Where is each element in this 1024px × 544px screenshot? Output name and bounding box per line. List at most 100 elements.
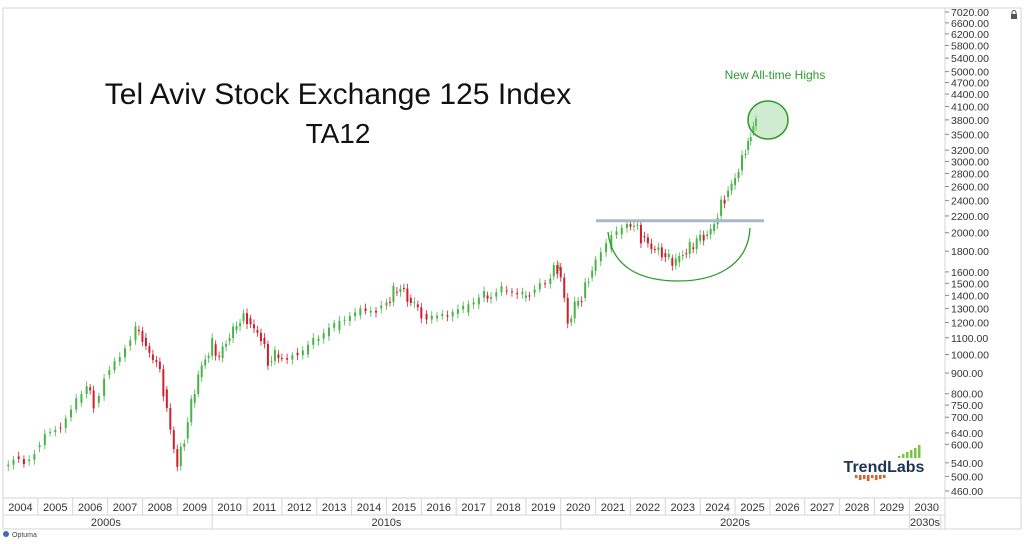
year-label: 2016 [427, 502, 451, 514]
candle-body [280, 357, 283, 359]
candle-body [12, 459, 15, 465]
candle-body [524, 295, 527, 298]
candle-body [500, 286, 503, 293]
candle-body [176, 449, 179, 467]
year-label: 2028 [845, 502, 869, 514]
y-tick-label: 800.00 [951, 389, 983, 401]
candle-body [307, 344, 310, 355]
y-tick-label: 2000.00 [951, 228, 989, 240]
candle-body [505, 290, 508, 292]
year-label: 2005 [43, 502, 67, 514]
decade-label: 2020s [720, 517, 750, 529]
candle-body [235, 326, 238, 330]
candle-body [646, 237, 649, 244]
logo-bar-green [918, 445, 921, 458]
y-tick-label: 1600.00 [951, 267, 989, 279]
candle-body [702, 234, 705, 241]
candle-body [610, 235, 613, 250]
candle-body [155, 360, 158, 363]
y-tick-label: 600.00 [951, 439, 983, 451]
lock-icon[interactable] [1011, 10, 1017, 20]
candle-body [354, 312, 357, 317]
year-label: 2019 [531, 502, 555, 514]
candle-body [197, 374, 200, 395]
candle-body [200, 365, 203, 377]
candle-body [556, 265, 559, 275]
year-label: 2013 [322, 502, 346, 514]
year-label: 2021 [601, 502, 625, 514]
candle-body [653, 249, 656, 251]
logo-bar-orange [867, 475, 870, 481]
candle-body [456, 309, 459, 314]
candle-body [214, 344, 217, 356]
candle-body [678, 256, 681, 263]
candle-body [580, 300, 583, 302]
candle-body [441, 314, 444, 316]
optuma-icon [3, 531, 9, 537]
candle-body [528, 295, 531, 297]
y-tick-label: 3500.00 [951, 129, 989, 141]
candle-body [28, 459, 31, 462]
candle-body [599, 252, 602, 262]
year-label: 2008 [148, 502, 172, 514]
candle-body [343, 319, 346, 321]
candle-body [148, 346, 151, 353]
candle-body [685, 253, 688, 255]
candle-body [249, 318, 252, 325]
candle-body [256, 329, 259, 333]
candle-body [333, 323, 336, 328]
logo-bar-orange [879, 475, 882, 479]
candle-body [232, 326, 235, 339]
candle-body [538, 283, 541, 290]
candle-body [639, 224, 642, 244]
candle-body [183, 443, 186, 447]
candle-body [467, 304, 470, 313]
candle-body [643, 236, 646, 238]
candle-body [650, 243, 653, 250]
candle-body [103, 378, 106, 397]
right-spacer [944, 497, 1022, 530]
candle-body [348, 316, 351, 322]
plot-area [2, 7, 946, 499]
y-tick-label: 3200.00 [951, 145, 989, 157]
y-tick-label: 700.00 [951, 412, 983, 424]
candle-body [570, 318, 573, 323]
candle-body [399, 288, 402, 292]
candle-body [594, 259, 597, 271]
candle-body [259, 332, 262, 342]
candle-body [409, 297, 412, 303]
candle-body [430, 315, 433, 320]
candle-body [113, 361, 116, 371]
candle-body [80, 394, 83, 403]
candle-body [17, 456, 20, 460]
candle-body [169, 408, 172, 430]
y-tick-label: 750.00 [951, 400, 983, 412]
candle-body [741, 155, 744, 171]
candle-body [242, 313, 245, 322]
candle-body [7, 464, 10, 467]
candle-body [577, 300, 580, 306]
candle-body [273, 349, 276, 362]
candle-body [695, 238, 698, 249]
logo-bar-green [914, 448, 917, 458]
decade-label: 2030s [910, 517, 940, 529]
candle-body [162, 369, 165, 397]
logo-bar-orange [875, 475, 878, 480]
candle-body [420, 307, 423, 319]
year-label: 2018 [496, 502, 520, 514]
candle-body [266, 343, 269, 366]
candle-body [416, 304, 419, 308]
candle-body [204, 359, 207, 366]
candle-body [664, 253, 667, 258]
y-tick-label: 1800.00 [951, 246, 989, 258]
candle-body [671, 258, 674, 266]
logo-bar-orange [871, 475, 874, 478]
y-tick-label: 500.00 [951, 471, 983, 483]
y-tick-label: 4400.00 [951, 89, 989, 101]
candle-body [144, 337, 147, 347]
candle-body [359, 308, 362, 316]
optuma-brand: Optuma [3, 531, 37, 539]
candle-body [615, 231, 618, 236]
candle-body [692, 247, 695, 249]
